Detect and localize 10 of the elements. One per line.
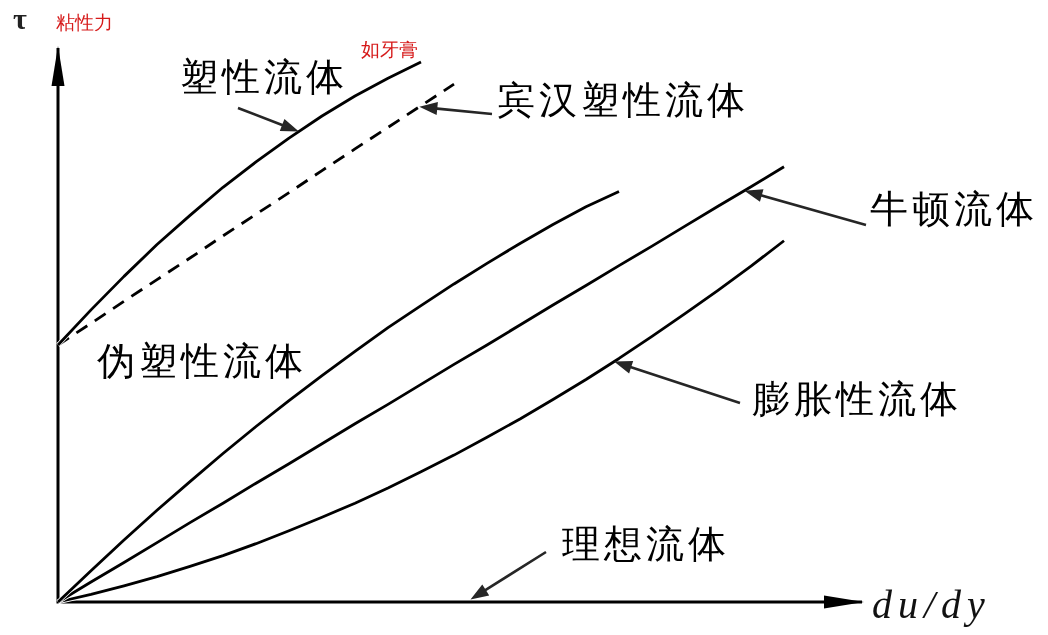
series-label: 伪塑性流体 xyxy=(97,340,307,382)
y-axis-title: τ xyxy=(13,2,27,35)
series-label: 膨胀性流体 xyxy=(752,378,962,420)
series-label: 塑性流体 xyxy=(180,56,348,98)
text: 粘性力 xyxy=(56,12,113,33)
series-label: 理想流体 xyxy=(562,523,730,565)
series-label: 宾汉塑性流体 xyxy=(497,79,749,121)
series-label: 牛顿流体 xyxy=(870,188,1038,230)
text: 如牙膏 xyxy=(361,39,418,60)
x-axis-title: du/dy xyxy=(872,582,991,627)
